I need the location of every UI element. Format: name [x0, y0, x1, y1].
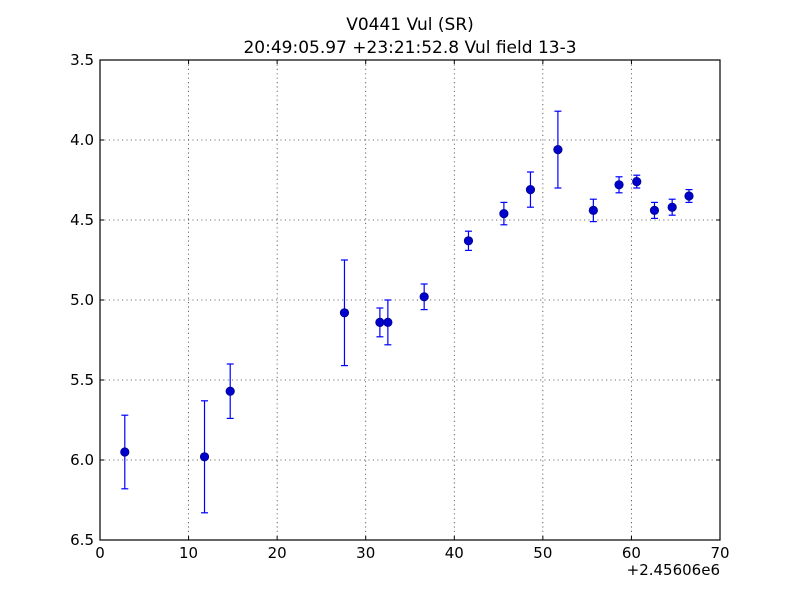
x-tick-label: 0 [95, 544, 105, 562]
y-tick-label: 6.0 [70, 451, 94, 469]
data-point-group [463, 230, 474, 251]
data-point [649, 205, 660, 215]
x-tick-label: 10 [179, 544, 198, 562]
data-point [667, 202, 677, 212]
data-point [553, 145, 563, 155]
data-point [499, 209, 509, 219]
data-point [375, 317, 385, 327]
data-point [419, 292, 429, 302]
data-point-group [588, 198, 598, 223]
data-point-group [614, 176, 624, 194]
data-point-group [649, 201, 660, 219]
x-tick-label: 60 [622, 544, 641, 562]
y-tick-label: 4.5 [70, 211, 94, 229]
x-tick-label: 70 [710, 544, 729, 562]
y-tick-label: 6.5 [70, 531, 94, 549]
data-point-group [120, 414, 130, 490]
plot-frame [99, 59, 721, 541]
x-tick-label: 50 [533, 544, 552, 562]
x-offset-label: +2.45606e6 [627, 561, 720, 579]
data-point [199, 452, 210, 462]
data-point-group [225, 363, 235, 419]
data-point [632, 177, 642, 187]
data-point-group [667, 198, 677, 216]
data-point [684, 191, 694, 201]
data-point-group [419, 283, 429, 311]
data-point-group [375, 307, 385, 338]
data-point-group [499, 201, 509, 226]
data-point [588, 205, 598, 215]
data-point-group [632, 174, 642, 189]
data-point [120, 447, 130, 457]
data-point-group [553, 110, 563, 189]
data-point [225, 386, 235, 396]
data-point [614, 180, 624, 190]
data-point [383, 317, 393, 327]
y-tick-label: 4.0 [70, 131, 94, 149]
data-point-group [684, 189, 694, 203]
y-tick-label: 5.5 [70, 371, 94, 389]
data-point-group [525, 171, 536, 208]
chart-subtitle: 20:49:05.97 +23:21:52.8 Vul field 13-3 [243, 38, 576, 58]
y-tick-label: 5.0 [70, 291, 94, 309]
data-point [463, 236, 474, 246]
grid-lines [100, 60, 720, 540]
data-point-group [383, 299, 393, 346]
y-tick-label: 3.5 [70, 51, 94, 69]
x-tick-label: 30 [356, 544, 375, 562]
data-point-group [199, 400, 210, 514]
x-tick-label: 40 [445, 544, 464, 562]
data-point [339, 308, 350, 318]
chart-title: V0441 Vul (SR) [346, 15, 474, 35]
data-point-group [339, 259, 350, 367]
data-series [120, 110, 694, 514]
tick-labels: 0 10 20 30 40 50 60 70 3.5 4.0 4.5 5.0 5.5 6.0 6.5 [70, 51, 729, 562]
data-point [525, 185, 536, 195]
x-tick-label: 20 [268, 544, 287, 562]
